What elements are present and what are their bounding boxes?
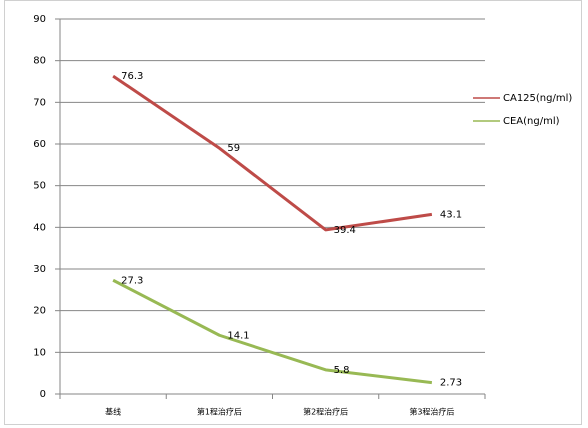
y-tick-label: 10	[33, 347, 46, 358]
legend-label: CEA(ng/ml)	[503, 116, 560, 127]
data-label: 39.4	[334, 225, 356, 236]
data-label: 14.1	[227, 330, 249, 341]
chart-frame	[4, 0, 582, 425]
x-tick-label: 基线	[105, 407, 121, 417]
x-tick-label: 第3程治疗后	[409, 407, 454, 417]
x-tick-label: 第1程治疗后	[197, 407, 242, 417]
y-tick-label: 60	[33, 139, 46, 150]
data-label: 27.3	[121, 275, 143, 286]
data-label: 2.73	[440, 378, 462, 389]
data-label: 5.8	[334, 365, 350, 376]
y-tick-label: 50	[33, 181, 46, 192]
legend-label: CA125(ng/ml)	[503, 93, 572, 104]
y-tick-label: 70	[33, 97, 46, 108]
y-tick-label: 30	[33, 264, 46, 275]
y-tick-label: 40	[33, 222, 46, 233]
data-label: 59	[227, 143, 240, 154]
x-tick-label: 第2程治疗后	[303, 407, 348, 417]
series-line	[112, 278, 433, 385]
series-line	[112, 74, 433, 232]
data-label: 43.1	[440, 209, 462, 220]
data-label: 76.3	[121, 71, 143, 82]
y-tick-label: 80	[33, 56, 46, 67]
y-tick-label: 90	[33, 14, 46, 25]
y-tick-label: 0	[40, 389, 46, 400]
y-tick-label: 20	[33, 306, 46, 317]
